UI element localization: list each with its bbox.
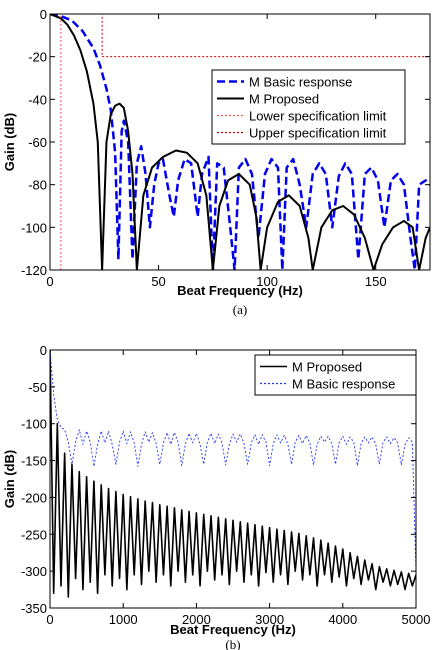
legend-label: M Proposed [292, 360, 362, 375]
x-tick-label: 150 [365, 274, 387, 289]
legend-box [211, 69, 406, 145]
axes-border [49, 349, 417, 609]
y-tick-label: -150 [21, 454, 47, 469]
x-axis-label: Beat Frequency (Hz) [170, 622, 296, 637]
legend-label: Upper specification limit [249, 126, 387, 141]
caption: (a) [233, 302, 247, 317]
plot-area [50, 14, 430, 270]
legend-box [254, 354, 417, 396]
x-tick-label: 100 [256, 274, 278, 289]
y-tick-label: -250 [21, 527, 47, 542]
x-tick-label: 2000 [182, 612, 211, 627]
legend-label: M Proposed [249, 92, 319, 107]
x-tick-label: 1000 [109, 612, 138, 627]
series-line [50, 14, 430, 270]
y-tick-label: -20 [28, 50, 47, 65]
y-tick-label: -50 [28, 380, 47, 395]
x-tick-label: 0 [46, 612, 53, 627]
y-tick-label: -100 [21, 220, 47, 235]
legend-label: M Basic response [292, 377, 395, 392]
x-tick-label: 0 [46, 274, 53, 289]
y-tick-label: -40 [28, 92, 47, 107]
y-tick-label: -300 [21, 564, 47, 579]
y-tick-label: -350 [21, 601, 47, 616]
y-tick-label: -100 [21, 417, 47, 432]
x-tick-label: 50 [151, 274, 165, 289]
legend-label: M Basic response [249, 75, 352, 90]
y-axis-label: Gain (dB) [2, 113, 17, 172]
x-tick-label: 5000 [402, 612, 431, 627]
y-tick-label: -120 [21, 263, 47, 278]
x-tick-label: 3000 [255, 612, 284, 627]
y-tick-label: 0 [40, 7, 47, 22]
y-tick-label: -60 [28, 135, 47, 150]
x-axis-label: Beat Frequency (Hz) [177, 283, 303, 298]
y-tick-label: -80 [28, 178, 47, 193]
legend-label: Lower specification limit [249, 109, 387, 124]
y-tick-label: -200 [21, 490, 47, 505]
caption: (b) [225, 637, 240, 650]
series-line [50, 350, 416, 572]
y-axis-label: Gain (dB) [2, 450, 17, 509]
series-line [50, 350, 416, 598]
plot-area [50, 350, 416, 598]
y-tick-label: 0 [40, 343, 47, 358]
series-line [50, 14, 430, 270]
x-tick-label: 4000 [328, 612, 357, 627]
